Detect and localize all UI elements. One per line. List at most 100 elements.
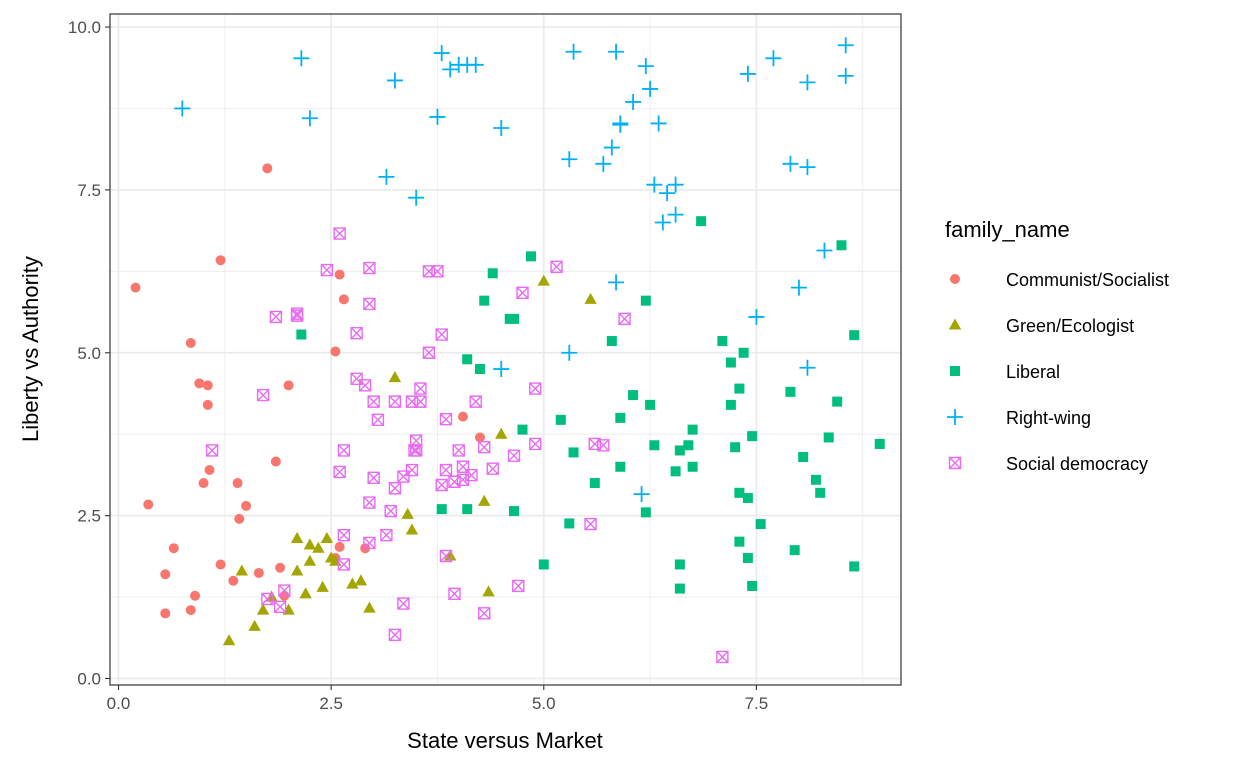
x-tick-label: 0.0 bbox=[107, 694, 131, 713]
data-point bbox=[190, 590, 201, 601]
data-point bbox=[742, 552, 753, 563]
data-point bbox=[405, 463, 419, 477]
data-point bbox=[241, 500, 252, 511]
data-point bbox=[320, 531, 334, 543]
data-point bbox=[333, 465, 346, 479]
legend-item-liberal: Liberal bbox=[950, 362, 1060, 382]
data-point bbox=[275, 562, 286, 573]
y-axis-title: Liberty vs Authority bbox=[18, 256, 43, 442]
data-point bbox=[683, 440, 694, 451]
data-point bbox=[462, 354, 473, 365]
data-point bbox=[320, 263, 334, 277]
data-point bbox=[198, 478, 209, 489]
legend-label: Liberal bbox=[1006, 362, 1060, 382]
data-point bbox=[234, 513, 245, 524]
plot-panel-background bbox=[110, 14, 901, 685]
data-point bbox=[386, 72, 403, 89]
data-point bbox=[790, 279, 807, 296]
legend-key bbox=[950, 366, 960, 376]
data-point bbox=[537, 274, 550, 286]
data-point bbox=[478, 607, 491, 620]
data-point bbox=[799, 159, 816, 176]
data-point bbox=[433, 45, 450, 62]
data-point bbox=[273, 600, 287, 614]
data-point bbox=[431, 265, 444, 278]
data-point bbox=[256, 388, 270, 402]
data-point bbox=[235, 564, 249, 576]
data-point bbox=[646, 176, 663, 193]
data-point bbox=[232, 478, 243, 489]
data-point bbox=[734, 536, 745, 547]
data-point bbox=[482, 585, 495, 597]
x-tick-label: 5.0 bbox=[532, 694, 556, 713]
data-point bbox=[650, 115, 667, 132]
data-point bbox=[435, 328, 448, 341]
legend-label: Right-wing bbox=[1006, 408, 1091, 428]
data-point bbox=[363, 261, 376, 275]
data-point bbox=[832, 396, 843, 407]
data-point bbox=[160, 608, 171, 619]
data-point bbox=[799, 74, 816, 91]
data-point bbox=[363, 297, 376, 311]
data-point bbox=[628, 390, 639, 401]
data-point bbox=[495, 427, 508, 439]
data-point bbox=[625, 93, 642, 110]
data-point bbox=[487, 268, 498, 279]
data-point bbox=[667, 206, 684, 223]
data-point bbox=[608, 274, 625, 291]
data-point bbox=[837, 37, 854, 54]
data-point bbox=[337, 444, 351, 457]
data-point bbox=[486, 462, 499, 475]
data-point bbox=[452, 444, 465, 457]
data-point bbox=[555, 414, 566, 425]
data-point bbox=[283, 380, 294, 391]
data-point bbox=[670, 466, 681, 477]
data-point bbox=[303, 554, 317, 566]
data-point bbox=[479, 295, 490, 306]
data-point bbox=[316, 580, 329, 592]
data-point bbox=[405, 523, 419, 535]
y-tick-label: 5.0 bbox=[77, 344, 101, 363]
y-tick-label: 0.0 bbox=[77, 669, 101, 688]
y-tick-label: 7.5 bbox=[77, 181, 101, 200]
data-point bbox=[618, 312, 631, 326]
data-point bbox=[645, 399, 656, 410]
data-point bbox=[388, 371, 402, 383]
data-point bbox=[330, 346, 341, 357]
data-point bbox=[734, 487, 745, 498]
data-point bbox=[667, 176, 684, 193]
data-point bbox=[474, 364, 485, 375]
legend-label: Communist/Socialist bbox=[1006, 270, 1169, 290]
data-point bbox=[397, 597, 410, 610]
data-point bbox=[816, 242, 833, 259]
data-point bbox=[517, 424, 528, 435]
data-point bbox=[739, 65, 756, 82]
data-point bbox=[278, 584, 291, 597]
data-point bbox=[388, 628, 402, 642]
data-point bbox=[222, 634, 236, 646]
data-point bbox=[296, 329, 307, 340]
data-point bbox=[810, 474, 821, 485]
data-point bbox=[194, 378, 205, 389]
data-point bbox=[337, 558, 351, 571]
data-point bbox=[290, 307, 304, 320]
data-point bbox=[509, 313, 520, 324]
data-point bbox=[725, 357, 736, 368]
data-point bbox=[338, 294, 349, 305]
data-point bbox=[442, 61, 459, 78]
data-point bbox=[640, 507, 651, 518]
data-point bbox=[293, 50, 310, 67]
data-point bbox=[755, 519, 766, 530]
data-point bbox=[717, 336, 728, 347]
series-liberal bbox=[296, 216, 885, 594]
data-point bbox=[493, 361, 510, 378]
data-point bbox=[367, 395, 380, 408]
data-point bbox=[439, 463, 453, 477]
data-point bbox=[765, 50, 782, 67]
data-point bbox=[584, 517, 597, 531]
legend-key bbox=[950, 274, 960, 284]
data-point bbox=[380, 528, 393, 542]
data-point bbox=[674, 445, 685, 456]
legend-key bbox=[947, 409, 963, 425]
